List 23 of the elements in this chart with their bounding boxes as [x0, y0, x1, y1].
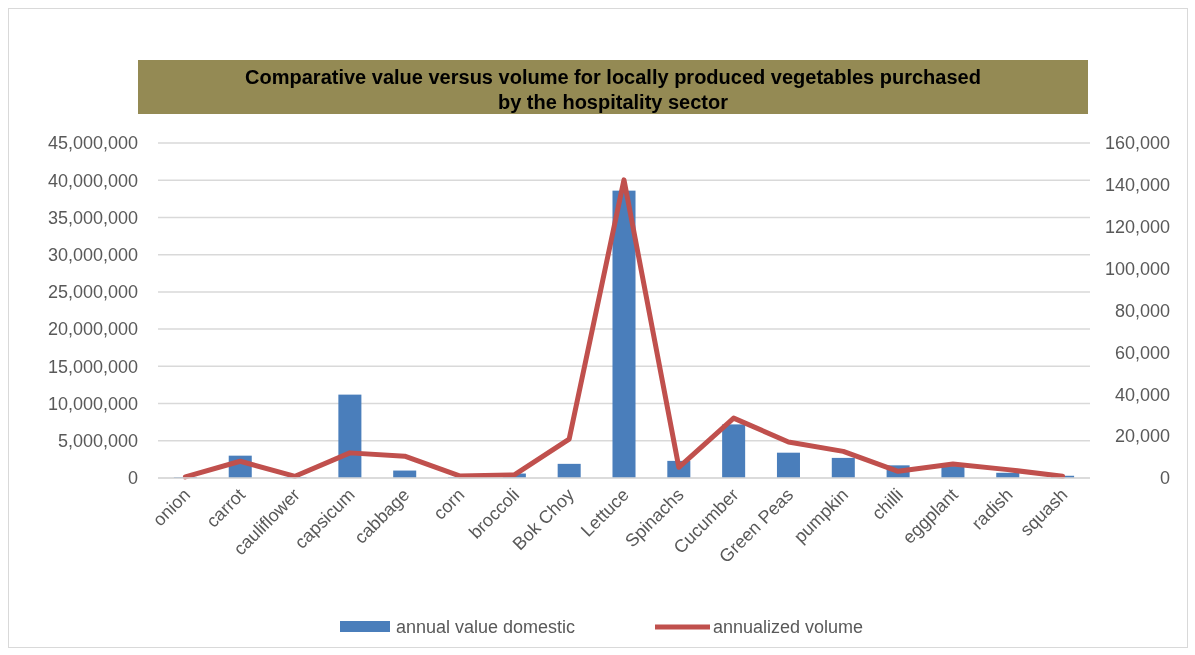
y-tick-label: 35,000,000 [47, 207, 138, 228]
y2-tick-label: 40,000 [1114, 384, 1170, 405]
y2-tick-label: 20,000 [1114, 426, 1170, 447]
y-tick-label: 45,000,000 [47, 133, 138, 154]
y2-tick-label: 0 [1159, 468, 1170, 489]
y-tick-label: 30,000,000 [47, 244, 138, 265]
y-tick-label: 40,000,000 [47, 170, 138, 191]
y-tick-label: 20,000,000 [47, 319, 138, 340]
legend-label: annualized volume [713, 617, 864, 637]
y2-tick-label: 140,000 [1104, 175, 1170, 196]
y-tick-label: 0 [127, 468, 138, 489]
chart-title: Comparative value versus volume for locally produced vegetables purchased by the hospitality sector [245, 66, 981, 113]
y-tick-label: 10,000,000 [47, 393, 138, 414]
legend-label: annual value domestic [396, 617, 576, 637]
y2-tick-label: 80,000 [1114, 300, 1170, 321]
y-tick-label: 25,000,000 [47, 282, 138, 303]
y-tick-label: 15,000,000 [47, 356, 138, 377]
x-tick-label: corn [429, 484, 469, 524]
y-tick-label: 5,000,000 [57, 431, 138, 452]
y2-tick-label: 60,000 [1114, 342, 1170, 363]
y2-tick-label: 120,000 [1104, 217, 1170, 238]
y2-tick-label: 160,000 [1104, 133, 1170, 154]
y2-tick-label: 100,000 [1104, 258, 1170, 279]
